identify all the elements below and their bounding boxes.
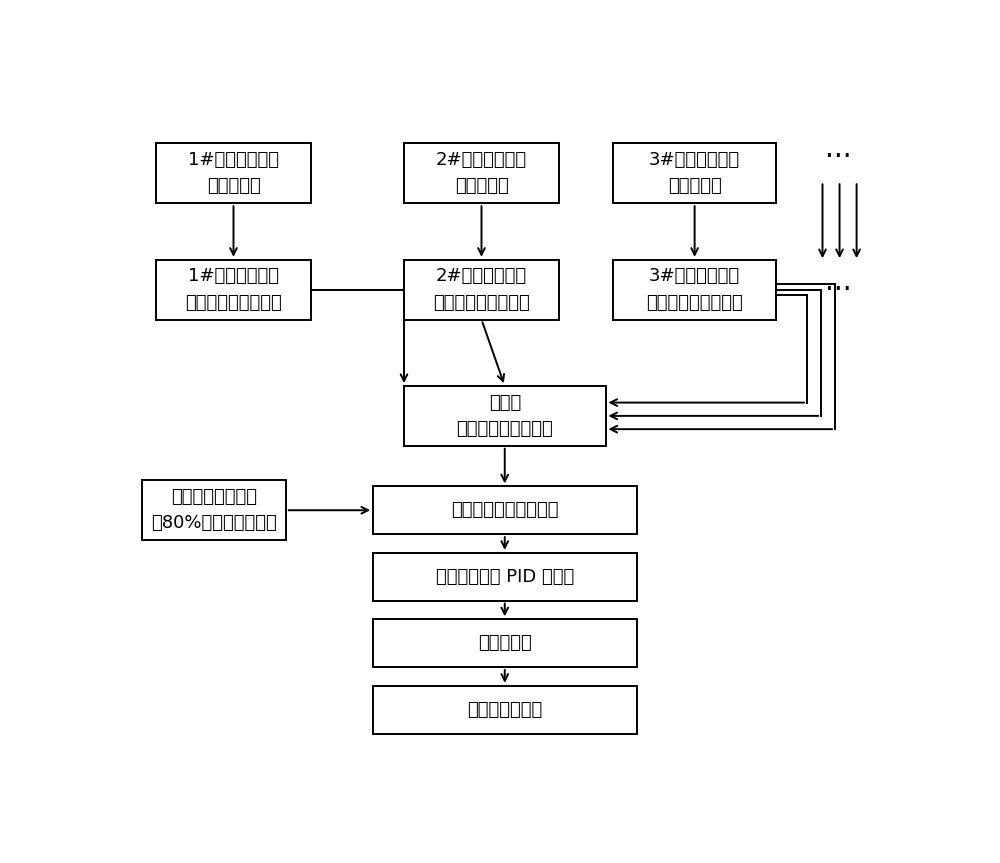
- Bar: [373, 553, 637, 601]
- Bar: [404, 260, 559, 319]
- Text: 给水调节阀开度检测: 给水调节阀开度检测: [646, 293, 743, 312]
- Text: 最大阀门开度给定: 最大阀门开度给定: [171, 488, 257, 506]
- Bar: [156, 260, 311, 319]
- Text: 三冲量控制: 三冲量控制: [668, 178, 722, 196]
- Bar: [613, 260, 776, 319]
- Text: ···: ···: [825, 275, 851, 304]
- Text: ···: ···: [825, 142, 851, 171]
- Text: 给水控制阀最大开度: 给水控制阀最大开度: [456, 420, 553, 438]
- Text: 3#锅炉汽包液位: 3#锅炉汽包液位: [649, 151, 740, 169]
- Text: 多台母管给水泵: 多台母管给水泵: [467, 701, 542, 719]
- Text: 2#锅炉汽包液位: 2#锅炉汽包液位: [436, 268, 527, 286]
- Bar: [156, 143, 311, 204]
- Bar: [613, 143, 776, 204]
- Bar: [404, 386, 606, 446]
- Text: 给水控制阀开度检测: 给水控制阀开度检测: [433, 293, 530, 312]
- Bar: [373, 487, 637, 534]
- Text: 给水控制阀开度检测: 给水控制阀开度检测: [185, 293, 282, 312]
- Text: 1#锅炉汽包液位: 1#锅炉汽包液位: [188, 151, 279, 169]
- Text: 最大阀门开度偏差计算: 最大阀门开度偏差计算: [451, 501, 558, 520]
- Text: 2#锅炉汽包液位: 2#锅炉汽包液位: [436, 151, 527, 169]
- Bar: [373, 620, 637, 667]
- Text: 3#锅炉汽包液位: 3#锅炉汽包液位: [649, 268, 740, 286]
- Bar: [142, 481, 286, 540]
- Bar: [373, 686, 637, 734]
- Bar: [404, 143, 559, 204]
- Text: 多台变频器: 多台变频器: [478, 634, 532, 652]
- Text: 三冲量控制: 三冲量控制: [207, 178, 260, 196]
- Text: 三冲量控制: 三冲量控制: [455, 178, 508, 196]
- Text: （80%开度节能给定）: （80%开度节能给定）: [151, 514, 277, 532]
- Text: 1#锅炉汽包液位: 1#锅炉汽包液位: [188, 268, 279, 286]
- Text: 阀门开度间接 PID 控制器: 阀门开度间接 PID 控制器: [436, 568, 574, 586]
- Text: 多锅炉: 多锅炉: [489, 394, 521, 412]
